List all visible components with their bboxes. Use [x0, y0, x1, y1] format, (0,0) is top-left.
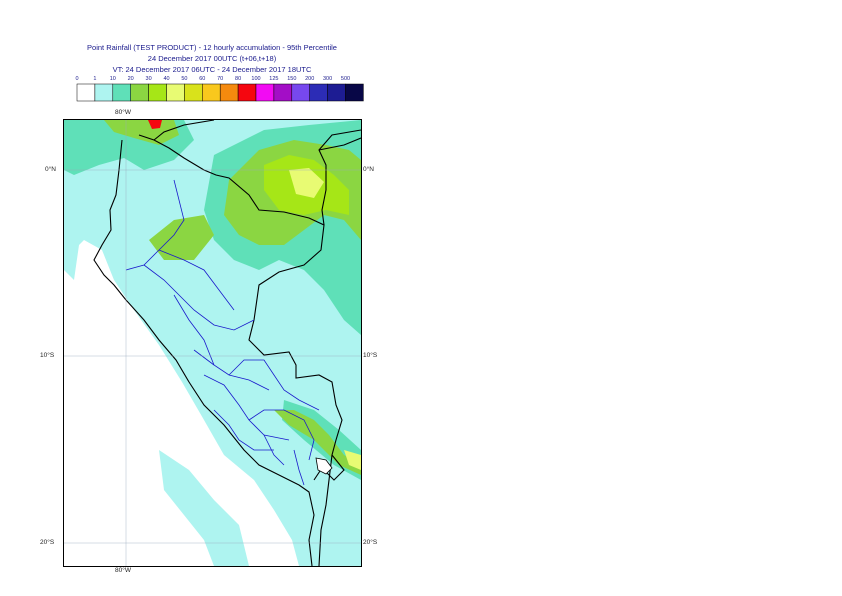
legend-swatch — [237, 83, 257, 102]
rainfall-field — [64, 120, 361, 566]
legend-threshold-label: 50 — [181, 76, 187, 82]
lake-titicaca — [315, 457, 333, 475]
legend-swatch — [219, 83, 239, 102]
rainfall-area-yellow-se — [344, 450, 361, 470]
department-borders — [125, 179, 320, 486]
legend-swatch — [273, 83, 293, 102]
legend-threshold-label: 100 — [251, 76, 260, 82]
graticule — [64, 120, 361, 566]
rainfall-area-light-south — [159, 450, 249, 566]
legend-swatch — [345, 83, 364, 102]
legend-threshold-label: 70 — [217, 76, 223, 82]
lat-label-left-0: 0°N — [45, 166, 56, 173]
validity-time: VT: 24 December 2017 06UTC - 24 December… — [112, 65, 312, 74]
legend-swatch — [94, 83, 114, 102]
legend-swatch — [130, 83, 149, 102]
legend-swatch — [148, 83, 167, 102]
coastline — [93, 139, 315, 566]
rainfall-map — [63, 119, 362, 567]
peru-border-north — [138, 134, 345, 481]
legend-swatch — [255, 83, 275, 102]
rainfall-area-green-se — [274, 410, 361, 475]
legend-threshold-label: 80 — [235, 76, 241, 82]
country-borders — [93, 120, 361, 566]
peru-chile-bolivia-border — [318, 454, 333, 566]
lat-label-left-20: 20°S — [40, 539, 55, 546]
lat-label-right-0: 0°N — [363, 166, 374, 173]
legend-swatch — [184, 83, 203, 102]
lon-label-bottom: 80°W — [115, 567, 131, 574]
legend-swatch — [327, 83, 346, 102]
lat-label-left-10: 10°S — [40, 352, 55, 359]
ecuador-colombia-border — [153, 120, 361, 226]
legend-threshold-label: 30 — [146, 76, 152, 82]
lon-label-top: 80°W — [115, 109, 131, 116]
legend-threshold-label: 0 — [75, 76, 78, 82]
legend-swatch — [166, 83, 185, 102]
legend-threshold-label: 150 — [287, 76, 296, 82]
legend-threshold-label: 60 — [199, 76, 205, 82]
rainfall-area-yellow — [289, 168, 324, 198]
color-legend: 0 1 10 20 30 40 50 60 70 80 100 125 150 200 300 500 — [75, 76, 364, 102]
chart-title: Point Rainfall (TEST PRODUCT) - 12 hourl… — [87, 43, 337, 52]
legend-threshold-label: 1 — [93, 76, 96, 82]
legend-threshold-label: 500 — [341, 76, 350, 82]
legend-threshold-label: 10 — [110, 76, 116, 82]
legend-threshold-label: 200 — [305, 76, 314, 82]
legend-threshold-label: 125 — [269, 76, 278, 82]
rainfall-area-red — [148, 120, 162, 129]
lat-label-right-20: 20°S — [363, 539, 378, 546]
legend-swatch — [202, 83, 221, 102]
legend-swatch — [291, 83, 310, 102]
rainfall-area-light-offshore — [64, 240, 79, 280]
legend-threshold-label: 20 — [128, 76, 134, 82]
forecast-run: 24 December 2017 00UTC (t+06,t+18) — [147, 54, 277, 63]
legend-swatch — [309, 83, 328, 102]
legend-threshold-label: 40 — [163, 76, 169, 82]
legend-threshold-label: 300 — [323, 76, 332, 82]
legend-swatch — [76, 83, 96, 102]
colombia-brazil-border — [318, 137, 361, 151]
legend-swatch — [112, 83, 131, 102]
rainfall-area-green-west — [149, 215, 214, 260]
lat-label-right-10: 10°S — [363, 352, 378, 359]
